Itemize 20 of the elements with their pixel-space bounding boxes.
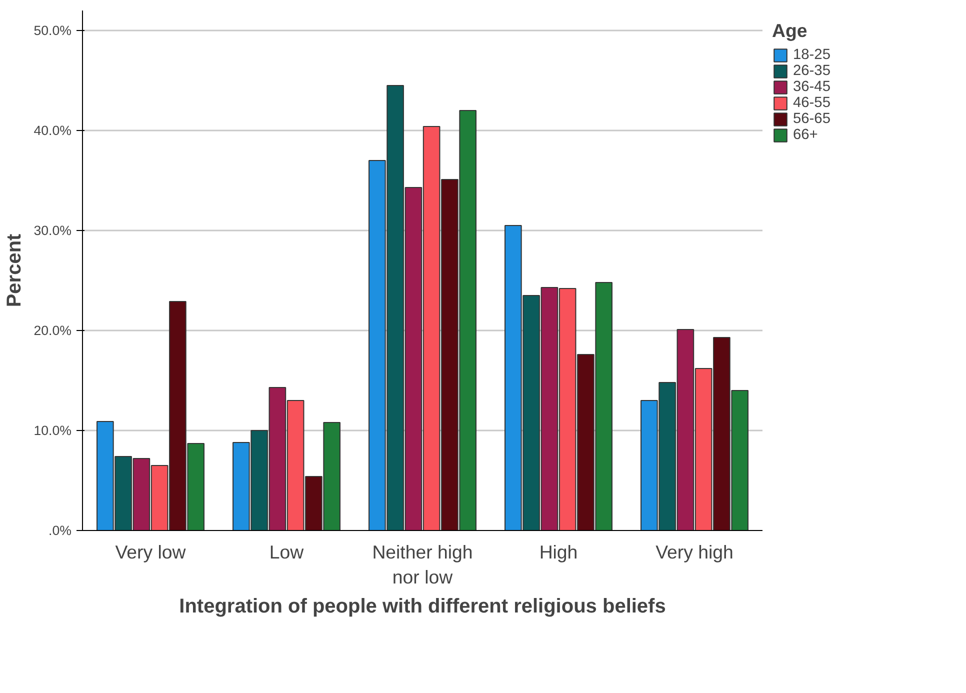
y-tick-label: .0% [48,523,72,538]
legend-title: Age [772,20,808,42]
y-axis-title: Percent [4,233,26,308]
legend-label: 26-35 [793,63,830,79]
x-axis-title: Integration of people with different religious beliefs [179,596,666,618]
x-tick-label: Very low [115,542,186,562]
legend-label: 66+ [793,127,818,143]
x-tick-label: Neither high nor low [372,542,473,588]
legend-label: 46-55 [793,95,830,111]
x-tick-label: High [539,542,578,562]
x-tick-label: Low [269,542,304,562]
y-tick-label: 30.0% [34,223,72,238]
y-tick-label: 40.0% [34,123,72,138]
legend-label: 18-25 [793,47,830,63]
y-tick-label: 50.0% [34,23,72,38]
legend-label: 36-45 [793,79,830,95]
legend-label: 56-65 [793,111,830,127]
x-tick-label: Very high [656,542,734,562]
y-tick-label: 10.0% [34,423,72,438]
y-tick-label: 20.0% [34,323,72,338]
